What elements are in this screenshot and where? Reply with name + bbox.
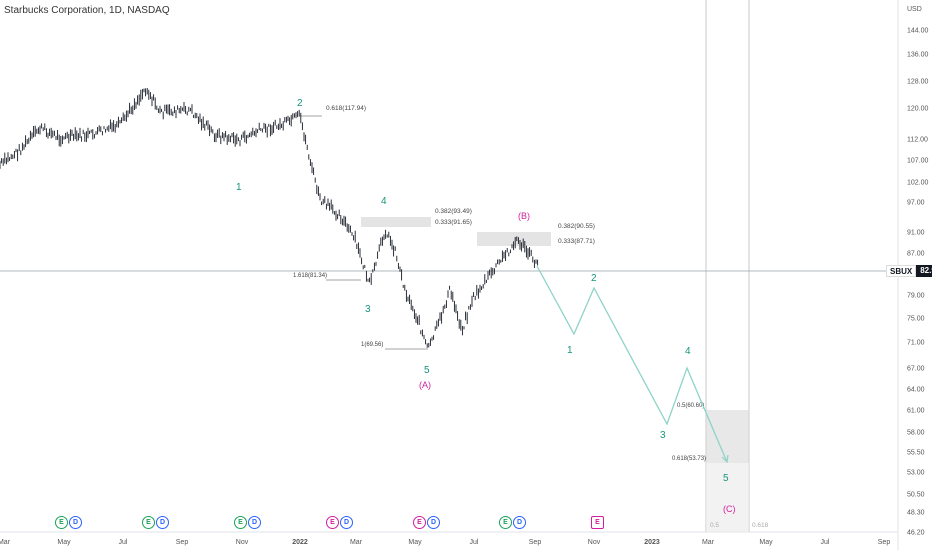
bottom-fib-label: 0.618 <box>752 522 769 529</box>
wave-label: 2 <box>297 98 303 109</box>
current-price-badge: SBUX 82.94 <box>886 265 932 277</box>
wave-label: 3 <box>365 304 371 315</box>
price-tick: 91.00 <box>907 230 925 237</box>
dividend-icon[interactable]: D <box>248 516 261 529</box>
time-tick: Mar <box>702 539 715 546</box>
dividend-icon[interactable]: D <box>69 516 82 529</box>
fib-label: 0.333(91.65) <box>435 219 472 226</box>
fib-zone-wave4 <box>361 217 431 227</box>
earnings-icon[interactable]: E <box>326 516 339 529</box>
time-tick: Nov <box>588 539 601 546</box>
fib-label: 0.618(53.73) <box>672 456 706 462</box>
price-tick: 120.00 <box>907 106 929 113</box>
time-tick: May <box>759 539 773 546</box>
wave-label: 5 <box>424 365 430 376</box>
price-tick: 67.00 <box>907 366 925 373</box>
symbol-label: SBUX <box>886 265 917 277</box>
fib-label: 0.333(87.71) <box>558 238 595 245</box>
projection-path <box>536 265 728 463</box>
price-tick: 61.00 <box>907 408 925 415</box>
fib-label: 1(69.56) <box>361 342 383 348</box>
time-tick: Jul <box>821 539 830 546</box>
price-tick: 128.00 <box>907 79 929 86</box>
earnings-icon[interactable]: E <box>413 516 426 529</box>
price-label: 82.94 <box>916 265 932 277</box>
wave-label: (C) <box>723 504 736 514</box>
earnings-icon[interactable]: E <box>499 516 512 529</box>
fib-label: 0.382(90.55) <box>558 223 595 230</box>
price-tick: 112.00 <box>907 137 928 144</box>
earnings-icon[interactable]: E <box>55 516 68 529</box>
time-axis[interactable]: Mar May Jul Sep Nov 2022 Mar May Jul Sep Nov 2023 Ma… <box>0 539 890 546</box>
time-tick: 2023 <box>644 539 660 546</box>
time-tick: Mar <box>0 539 11 546</box>
earnings-upcoming-icon[interactable]: E <box>591 516 604 529</box>
wave-label: (B) <box>518 211 530 221</box>
projection-arrowhead <box>721 454 729 464</box>
price-tick: 75.00 <box>907 316 925 323</box>
time-tick: May <box>57 539 71 546</box>
chart-title: Starbucks Corporation, 1D, NASDAQ <box>4 5 170 16</box>
price-tick: 107.00 <box>907 158 929 165</box>
wave-label: 4 <box>685 346 691 357</box>
dividend-icon[interactable]: D <box>156 516 169 529</box>
fib-label: 0.618(117.94) <box>326 105 366 112</box>
fib-zone-projection <box>706 410 749 463</box>
price-tick: 46.20 <box>907 530 925 537</box>
price-bars <box>0 88 539 348</box>
time-tick: May <box>408 539 422 546</box>
bottom-fib-label: 0.5 <box>710 522 719 529</box>
wave-label: 2 <box>591 273 597 284</box>
price-tick: 71.00 <box>907 340 925 347</box>
price-tick: 144.00 <box>907 28 929 35</box>
dividend-icon[interactable]: D <box>513 516 526 529</box>
price-tick: 55.50 <box>907 450 925 457</box>
time-tick: Nov <box>236 539 249 546</box>
fib-label: 1.618(81.34) <box>293 273 327 279</box>
wave-label: 1 <box>236 182 242 193</box>
time-tick: Jul <box>119 539 128 546</box>
earnings-icon[interactable]: E <box>142 516 155 529</box>
price-tick: 53.00 <box>907 470 925 477</box>
price-axis[interactable]: USD 144.00 136.00 128.00 120.00 112.00 107.00… <box>907 6 929 537</box>
time-tick: Jul <box>470 539 479 546</box>
time-tick: Sep <box>878 539 891 546</box>
fib-zone-waveB <box>477 232 551 246</box>
fib-label: 0.382(93.49) <box>435 208 472 215</box>
dividend-icon[interactable]: D <box>340 516 353 529</box>
price-axis-currency: USD <box>907 6 922 13</box>
wave-label: 1 <box>567 345 573 356</box>
price-tick: 79.00 <box>907 293 925 300</box>
price-tick: 102.00 <box>907 180 929 187</box>
price-tick: 48.30 <box>907 510 925 517</box>
price-tick: 136.00 <box>907 52 929 59</box>
fib-zone-projection-lower <box>706 463 749 532</box>
price-tick: 58.00 <box>907 430 925 437</box>
price-tick: 64.00 <box>907 387 925 394</box>
time-tick: Mar <box>350 539 363 546</box>
time-tick: 2022 <box>292 539 308 546</box>
earnings-icon[interactable]: E <box>234 516 247 529</box>
price-tick: 97.00 <box>907 200 925 207</box>
wave-label: 4 <box>381 196 387 207</box>
dividend-icon[interactable]: D <box>427 516 440 529</box>
wave-label: (A) <box>419 380 431 390</box>
wave-label: 3 <box>660 430 666 441</box>
wave-labels: 1 2 3 4 5 (A) (B) 1 2 3 4 5 (C) <box>236 98 736 514</box>
time-tick: Sep <box>176 539 189 546</box>
wave-label: 5 <box>723 473 729 484</box>
price-tick: 87.00 <box>907 251 925 258</box>
price-tick: 50.50 <box>907 492 925 499</box>
time-tick: Sep <box>529 539 542 546</box>
fib-label: 0.5(60.60) <box>677 403 704 409</box>
